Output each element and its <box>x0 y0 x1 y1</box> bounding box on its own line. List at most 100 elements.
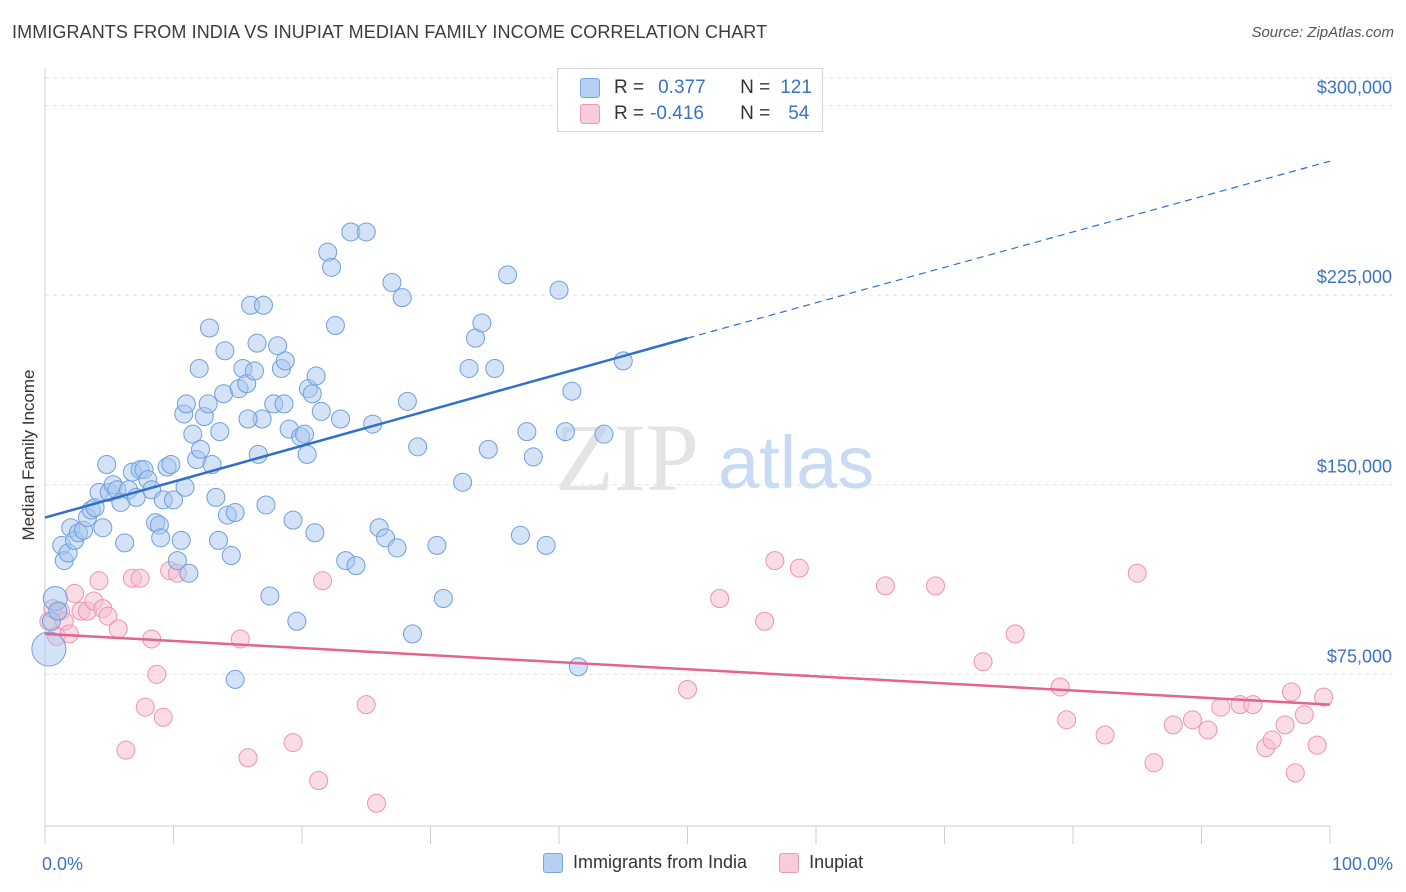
inupiat-point <box>710 588 730 608</box>
inupiat-point <box>356 695 376 715</box>
india-point <box>176 394 196 414</box>
india-point <box>562 381 582 401</box>
inupiat-point <box>309 770 329 790</box>
inupiat-point <box>1095 725 1115 745</box>
inupiat-point <box>1294 705 1314 725</box>
series-label-inupiat: Inupiat <box>809 852 864 872</box>
inupiat-point <box>1275 715 1295 735</box>
india-point <box>325 315 345 335</box>
india-point <box>549 280 569 300</box>
inupiat-point <box>755 611 775 631</box>
india-point <box>183 424 203 444</box>
india-point <box>171 530 191 550</box>
legend-row-india: R = 0.377 N = 121 <box>580 76 812 100</box>
watermark-atlas: atlas <box>718 421 874 504</box>
india-point <box>260 586 280 606</box>
india-point <box>31 631 67 667</box>
y-tick-label: $225,000 <box>1317 267 1392 287</box>
inupiat-point <box>926 576 946 596</box>
legend-r-label: R = <box>614 103 645 124</box>
inupiat-point <box>1050 677 1070 697</box>
watermark-zip: ZIP <box>555 404 699 511</box>
series-label-india: Immigrants from India <box>573 852 748 872</box>
india-point <box>322 257 342 277</box>
correlation-legend: R = 0.377 N = 121 R = -0.416 N = 54 <box>557 68 823 132</box>
inupiat-point <box>153 707 173 727</box>
inupiat-point <box>1183 710 1203 730</box>
india-point <box>274 394 294 414</box>
inupiat-point <box>1198 720 1218 740</box>
india-point <box>238 409 258 429</box>
y-axis-title: Median Family Income <box>19 369 38 540</box>
inupiat-point <box>1163 715 1183 735</box>
trend-lines <box>44 160 1331 706</box>
india-point <box>485 358 505 378</box>
india-point <box>387 538 407 558</box>
india-point <box>311 401 331 421</box>
india-point <box>397 391 417 411</box>
india-point <box>93 518 113 538</box>
india-point <box>523 447 543 467</box>
india-point <box>433 588 453 608</box>
source-label: Source: ZipAtlas.com <box>1251 24 1394 41</box>
india-trend-line <box>44 336 688 519</box>
india-point <box>536 535 556 555</box>
legend-row-inupiat: R = -0.416 N = 54 <box>580 102 809 126</box>
india-point <box>97 455 117 475</box>
legend-r-value: -0.416 <box>650 103 704 124</box>
india-point <box>268 336 288 356</box>
inupiat-point <box>283 733 303 753</box>
india-point <box>179 563 199 583</box>
india-point <box>253 295 273 315</box>
y-tick-label: $75,000 <box>1327 646 1392 666</box>
inupiat-point <box>1307 735 1327 755</box>
inupiat-point <box>875 576 895 596</box>
inupiat-point <box>116 740 136 760</box>
inupiat-point <box>89 571 109 591</box>
legend-n-value: 54 <box>788 103 810 124</box>
india-point <box>161 455 181 475</box>
india-point <box>190 439 210 459</box>
legend-swatch-inupiat <box>580 104 600 124</box>
india-point <box>164 490 183 510</box>
inupiat-point <box>1211 697 1231 717</box>
india-point <box>225 503 245 523</box>
inupiat-point <box>973 652 993 672</box>
india-point <box>568 657 588 677</box>
india-point <box>517 422 537 442</box>
inupiat-point <box>765 551 785 571</box>
india-point <box>275 351 295 371</box>
india-point <box>151 528 171 548</box>
inupiat-point <box>789 558 809 578</box>
legend-swatch-india <box>580 78 600 98</box>
y-tick-label: $300,000 <box>1317 78 1392 98</box>
series-legend-india: Immigrants from India <box>543 852 747 873</box>
india-point <box>283 510 303 530</box>
india-point <box>408 437 428 457</box>
inupiat-point <box>238 748 258 768</box>
inupiat-point <box>1057 710 1077 730</box>
india-point <box>115 533 135 553</box>
india-point <box>287 611 307 631</box>
india-point <box>295 424 315 444</box>
india-point <box>189 358 209 378</box>
inupiat-point <box>135 697 155 717</box>
inupiat-point <box>367 793 387 813</box>
y-tick-label: $150,000 <box>1317 457 1392 477</box>
india-point <box>453 472 473 492</box>
india-point <box>225 669 245 689</box>
india-trend-extension <box>687 160 1331 339</box>
x-tick-label: 0.0% <box>42 854 83 874</box>
inupiat-point <box>1262 730 1282 750</box>
india-point <box>199 318 219 338</box>
india-point <box>167 551 187 571</box>
india-point <box>244 361 264 381</box>
inupiat-point <box>1243 695 1263 715</box>
india-point <box>210 422 230 442</box>
inupiat-point <box>678 679 697 699</box>
india-point <box>346 556 366 576</box>
india-point <box>302 384 322 404</box>
inupiat-point <box>130 568 150 588</box>
india-point <box>198 394 218 414</box>
